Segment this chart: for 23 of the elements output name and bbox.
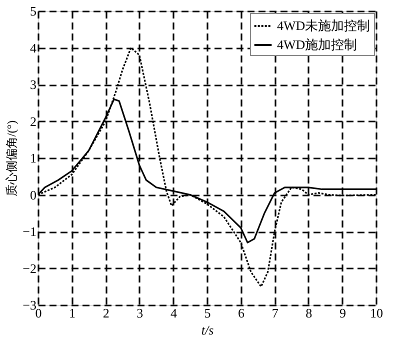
legend-label: 4WD未施加控制 bbox=[277, 18, 370, 33]
x-tick-label: 1 bbox=[69, 306, 76, 320]
x-tick-label: 5 bbox=[204, 306, 211, 320]
y-tick-label: 1 bbox=[30, 150, 36, 166]
x-tick-label: 8 bbox=[306, 306, 312, 320]
y-tick-label: 0 bbox=[30, 187, 36, 202]
y-tick-label: −2 bbox=[22, 260, 36, 276]
y-axis-title: 质心侧偏角/(°) bbox=[4, 120, 19, 197]
x-tick-label: 10 bbox=[370, 306, 383, 320]
x-tick-label: 6 bbox=[238, 306, 246, 320]
y-tick-label: −1 bbox=[22, 224, 36, 239]
y-tick-label: 5 bbox=[30, 4, 36, 18]
y-tick-label: 4 bbox=[30, 40, 37, 56]
x-tick-label: 7 bbox=[272, 306, 279, 320]
y-tick-label: 3 bbox=[30, 77, 36, 92]
y-tick-label: 2 bbox=[30, 114, 36, 129]
x-tick-label: 3 bbox=[136, 306, 144, 320]
x-tick-label: 4 bbox=[170, 306, 178, 320]
x-axis-title: t/s bbox=[201, 322, 214, 338]
legend-label: 4WD施加控制 bbox=[277, 37, 358, 52]
y-tick-label: −3 bbox=[22, 298, 36, 312]
x-tick-label: 2 bbox=[102, 306, 110, 320]
x-tick-label: 9 bbox=[339, 306, 346, 320]
